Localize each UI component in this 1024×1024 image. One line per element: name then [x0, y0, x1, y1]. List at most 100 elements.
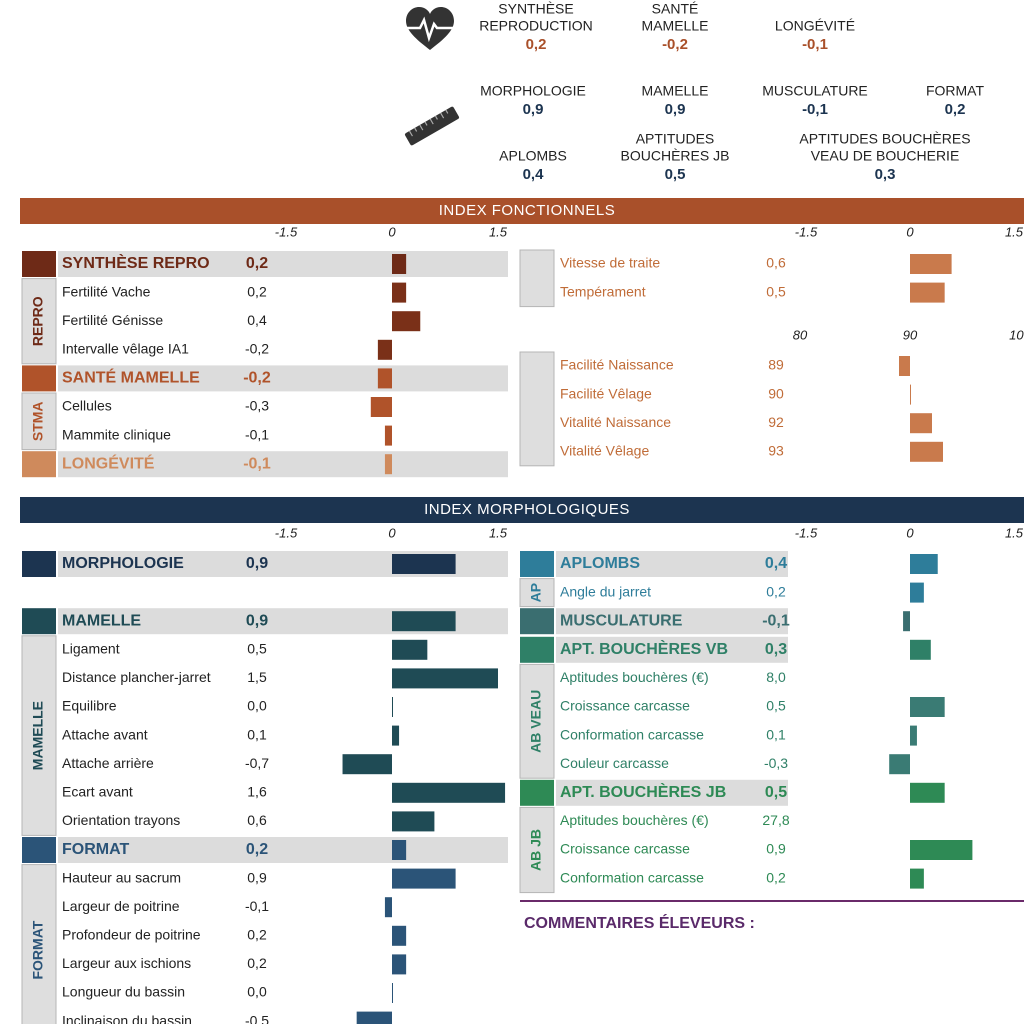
header-label: APLOMBS	[499, 148, 567, 164]
item-label: Vitesse de traite	[560, 255, 660, 271]
row-value: 1,5	[247, 669, 267, 685]
item-label: Ligament	[62, 641, 120, 657]
row-value: -0,5	[245, 1012, 269, 1024]
item-label: Attache avant	[62, 726, 148, 742]
bar	[392, 954, 407, 975]
row-value: -0,3	[245, 398, 269, 414]
header-label: MUSCULATURE	[762, 83, 868, 99]
row-value: 0,0	[247, 984, 267, 1000]
heart-icon	[406, 7, 454, 50]
group-title: SYNTHÈSE REPRO	[62, 253, 210, 272]
header-value: -0,1	[802, 36, 828, 53]
group-row-bg	[58, 365, 508, 392]
row-value: 0,3	[765, 641, 787, 658]
row-value: 0,5	[765, 784, 787, 801]
bar	[384, 425, 392, 446]
axis-tick-label: -1.5	[275, 224, 298, 239]
header-label: REPRODUCTION	[479, 18, 593, 34]
bar	[392, 868, 456, 889]
group-tag: AB VEAU	[528, 690, 544, 753]
header-value: 0,2	[945, 101, 966, 118]
group-tag-box	[21, 864, 57, 1024]
group-title: MORPHOLOGIE	[62, 555, 184, 572]
row-value: 27,8	[762, 812, 789, 828]
item-label: Distance plancher-jarret	[62, 669, 211, 685]
row-value: 0,2	[247, 927, 267, 943]
bar	[356, 1011, 392, 1024]
item-label: Croissance carcasse	[560, 841, 690, 857]
item-label: Facilité Vêlage	[560, 385, 652, 401]
group-row-bg	[556, 779, 788, 806]
header-value: 0,3	[875, 166, 896, 183]
bar	[899, 356, 910, 376]
axis-tick-label: 1.5	[1005, 224, 1024, 239]
bar	[910, 554, 938, 574]
bar	[392, 311, 421, 332]
header-value: 0,2	[526, 36, 547, 53]
bar	[377, 339, 392, 360]
bar	[392, 611, 456, 632]
bar	[370, 397, 392, 417]
axis-tick-label: -1.5	[275, 525, 298, 540]
item-label: Fertilité Génisse	[62, 312, 163, 328]
header-value: 0,5	[665, 166, 686, 183]
bar	[392, 697, 393, 717]
group-row-bg	[58, 837, 508, 863]
bar	[392, 282, 407, 303]
item-label: Ecart avant	[62, 784, 133, 800]
group-tag: REPRO	[30, 296, 46, 346]
row-value: 1,6	[247, 784, 267, 800]
row-value: -0,2	[245, 341, 269, 357]
group-row-bg	[556, 551, 788, 577]
axis-tick-label: 0	[388, 525, 396, 540]
header-value: 0,4	[523, 166, 545, 183]
header-label: BOUCHÈRES JB	[621, 148, 730, 164]
item-label: Vitalité Vêlage	[560, 443, 649, 459]
row-value: 0,6	[247, 812, 267, 828]
section-banner	[20, 198, 1024, 224]
row-value: 0,2	[246, 255, 268, 272]
bar	[889, 754, 910, 775]
item-label: Aptitudes bouchères (€)	[560, 669, 709, 685]
axis-tick-label: 1.5	[1005, 525, 1024, 540]
group-swatch	[22, 365, 56, 392]
axis-tick-label: 100	[1009, 327, 1024, 342]
row-value: 0,4	[247, 312, 267, 328]
item-label: Fertilité Vache	[62, 283, 151, 299]
group-row-bg	[556, 636, 788, 663]
item-label: Attache arrière	[62, 755, 154, 771]
group-tag: MAMELLE	[30, 701, 46, 770]
axis-tick-label: -1.5	[795, 525, 818, 540]
bar	[384, 454, 392, 475]
bar	[910, 384, 911, 405]
header-label: VEAU DE BOUCHERIE	[811, 148, 960, 164]
row-value: 0,2	[247, 283, 267, 299]
header-label: MAMELLE	[642, 18, 709, 34]
header-label: APTITUDES BOUCHÈRES	[799, 131, 970, 147]
group-swatch	[520, 636, 554, 663]
bar	[392, 668, 498, 689]
item-label: Cellules	[62, 398, 112, 414]
group-row-bg	[58, 251, 508, 277]
group-title: APT. BOUCHÈRES VB	[560, 639, 728, 658]
group-row-bg	[58, 451, 508, 478]
header-value: -0,2	[662, 36, 688, 53]
row-value: -0,7	[245, 755, 269, 771]
group-tag-box	[519, 249, 555, 308]
row-value: 0,2	[247, 955, 267, 971]
row-value: -0,1	[245, 898, 269, 914]
row-value: -0,2	[243, 370, 271, 387]
item-label: Vitalité Naissance	[560, 414, 671, 430]
group-title: APT. BOUCHÈRES JB	[560, 782, 726, 801]
axis-tick-label: -1.5	[795, 224, 818, 239]
item-label: Largeur de poitrine	[62, 898, 180, 914]
bar	[910, 697, 945, 717]
header-label: SYNTHÈSE	[498, 1, 573, 17]
item-label: Aptitudes bouchères (€)	[560, 812, 709, 828]
item-label: Equilibre	[62, 698, 117, 714]
row-value: 8,0	[766, 669, 786, 685]
group-tag-box	[21, 278, 57, 365]
item-label: Tempérament	[560, 283, 646, 299]
